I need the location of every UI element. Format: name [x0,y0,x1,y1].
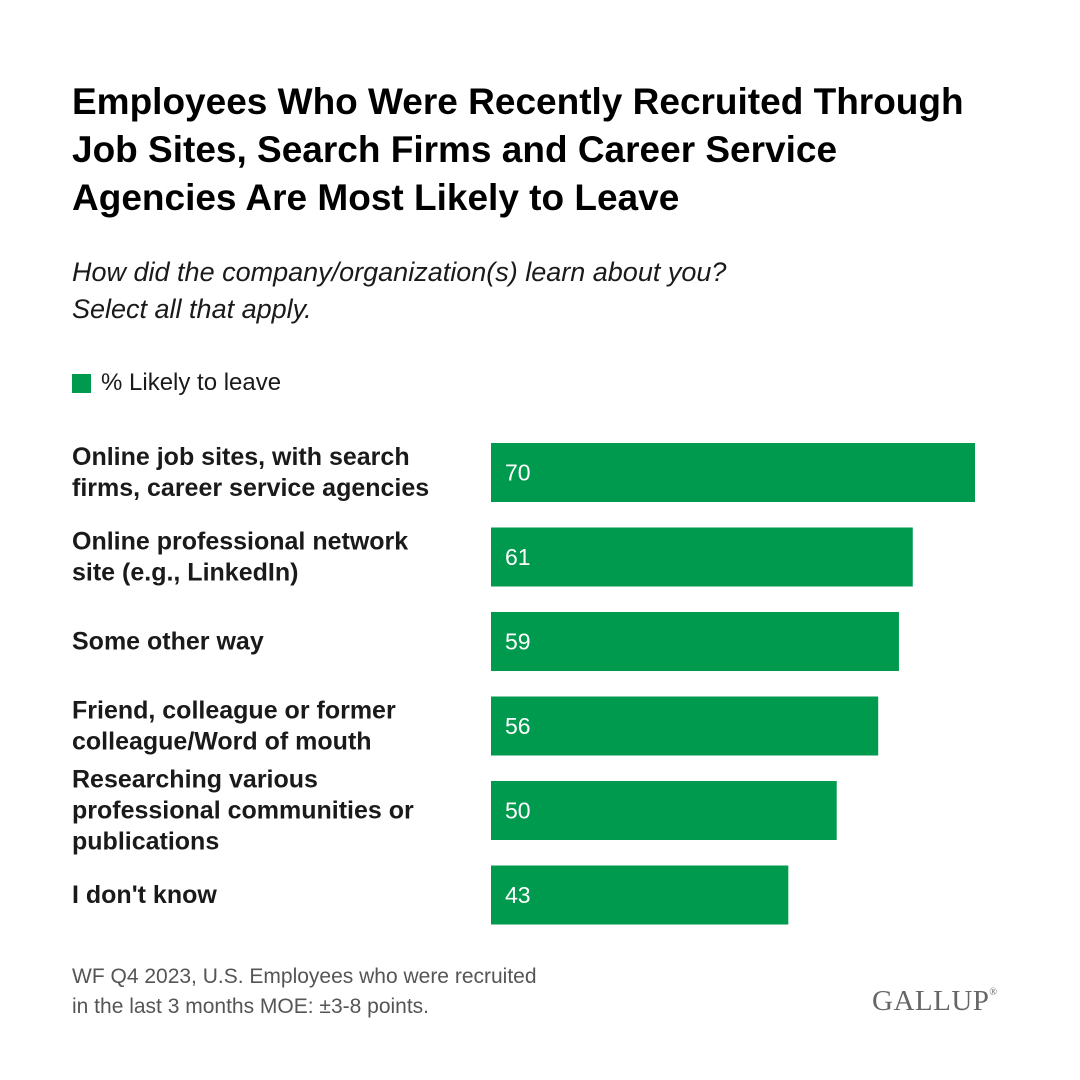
bar [491,527,913,587]
registered-mark: ® [989,987,998,998]
bar-value-label: 70 [505,460,531,486]
footnote: WF Q4 2023, U.S. Employees who were recr… [72,962,672,1022]
category-label: site (e.g., LinkedIn) [72,559,298,587]
category-label: Friend, colleague or former [72,697,396,725]
category-label: Online job sites, with search [72,443,410,471]
legend-swatch [72,373,91,393]
category-label: professional communities or [72,797,414,825]
footnote-line-2: in the last 3 months MOE: ±3-8 points. [72,995,430,1018]
category-label: publications [72,828,219,856]
category-label: firms, career service agencies [72,474,429,502]
category-label: colleague/Word of mouth [72,728,372,756]
bar-value-label: 59 [505,629,531,655]
bar-value-label: 56 [505,713,531,739]
subtitle-line-1: How did the company/organization(s) lear… [72,257,727,287]
chart-title: Employees Who Were Recently Recruited Th… [72,81,964,218]
legend: % Likely to leave [72,368,281,398]
chart-subtitle: How did the company/organization(s) lear… [72,254,972,328]
bar-value-label: 43 [505,882,531,908]
subtitle-line-2: Select all that apply. [72,294,312,324]
bar-value-label: 61 [505,544,531,570]
gallup-logo: GALLUP® [872,985,998,1018]
bar [491,443,975,502]
category-label: I don't know [72,881,217,909]
category-label: Some other way [72,628,264,656]
bar [491,865,789,925]
bar [491,696,879,756]
category-label: Researching various [72,766,318,794]
footnote-line-1: WF Q4 2023, U.S. Employees who were recr… [72,965,537,988]
legend-label: % Likely to leave [101,369,282,396]
bar [491,781,837,840]
bar-value-label: 50 [505,798,531,824]
category-label: Online professional network [72,528,408,556]
logo-text: GALLUP [872,985,990,1017]
bar [491,612,899,671]
